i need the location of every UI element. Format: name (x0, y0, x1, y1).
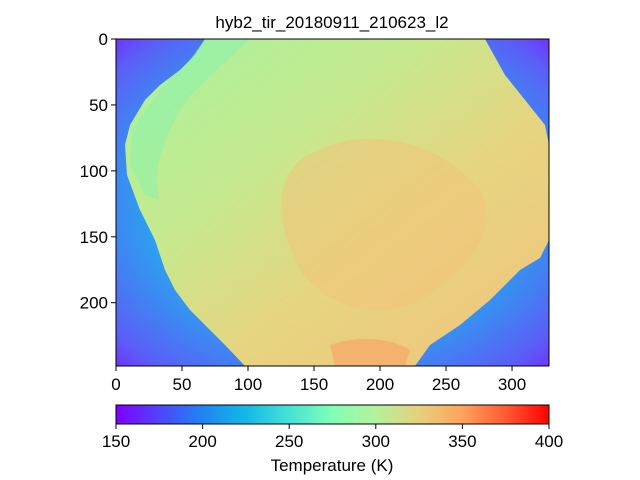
surface-warm-region (281, 138, 487, 310)
colorbar-tick-label: 350 (448, 432, 476, 451)
surface-cool-edge (130, 39, 250, 200)
colorbar-tick-label: 150 (102, 432, 130, 451)
y-tick-label: 100 (80, 162, 108, 181)
surface-hot-rim (330, 338, 410, 366)
x-tick-label: 250 (432, 375, 460, 394)
x-tick-label: 200 (366, 375, 394, 394)
colorbar-axis: 150 200 250 300 350 400 (102, 424, 563, 451)
y-axis: 0 50 100 150 200 (80, 30, 116, 313)
colorbar-tick-label: 400 (535, 432, 563, 451)
colorbar-tick-label: 250 (275, 432, 303, 451)
colorbar (115, 404, 550, 425)
chart-title: hyb2_tir_20180911_210623_l2 (215, 13, 448, 32)
x-axis: 0 50 100 150 200 250 300 (111, 366, 526, 394)
y-tick-label: 50 (89, 96, 108, 115)
y-tick-label: 200 (80, 294, 108, 313)
heatmap-image (116, 39, 549, 366)
colorbar-label: Temperature (K) (271, 456, 394, 475)
y-tick-label: 150 (80, 228, 108, 247)
plot-frame (115, 38, 550, 367)
x-tick-label: 300 (498, 375, 526, 394)
x-tick-label: 100 (234, 375, 262, 394)
x-tick-label: 150 (300, 375, 328, 394)
x-tick-label: 50 (173, 375, 192, 394)
y-tick-label: 0 (99, 30, 108, 49)
x-tick-label: 0 (111, 375, 120, 394)
colorbar-tick-label: 300 (362, 432, 390, 451)
colorbar-tick-label: 200 (188, 432, 216, 451)
